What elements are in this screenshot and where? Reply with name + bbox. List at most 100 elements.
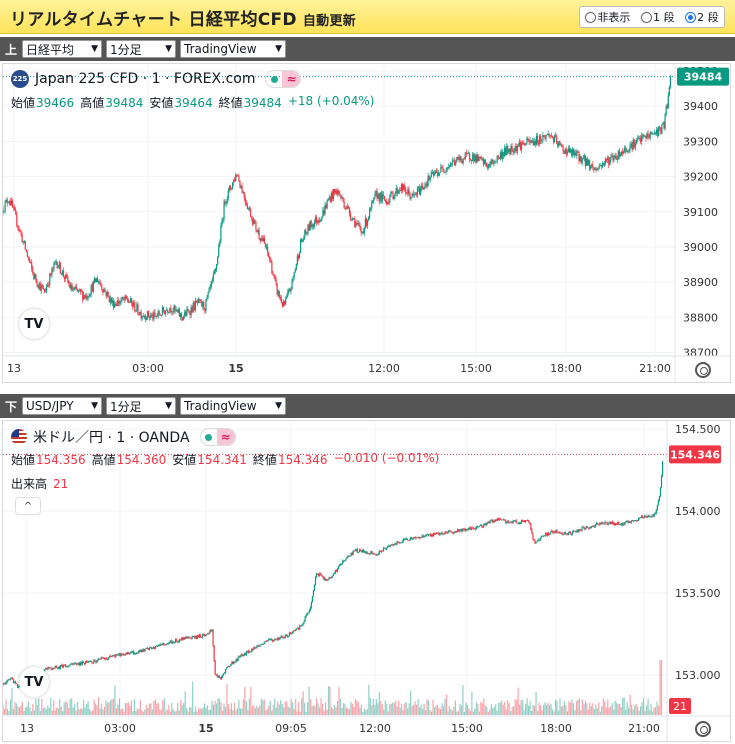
chart1-status-pill[interactable]: ≈	[265, 70, 302, 88]
tradingview-logo-icon[interactable]: TV	[19, 309, 49, 339]
volume-bar	[341, 707, 343, 715]
candle	[418, 187, 421, 195]
candle	[359, 225, 361, 229]
candle	[542, 535, 544, 537]
candle	[105, 658, 108, 660]
candle	[18, 686, 20, 688]
volume-bar	[293, 709, 295, 715]
volume-legend: 出来高 21	[11, 475, 68, 492]
chart1-symbol-select[interactable]: 日経平均 ▼	[22, 40, 102, 58]
x-tick-label: 15	[198, 722, 213, 735]
candle	[160, 315, 162, 316]
candle	[246, 650, 249, 652]
candle	[461, 160, 463, 164]
candle	[433, 533, 435, 537]
chart1-ohlc: 始値39466 高値39484 安値39464 終値39484 +18 (+0.…	[11, 94, 375, 111]
volume-bar	[650, 703, 652, 715]
volume-bar	[203, 703, 206, 715]
candle	[630, 143, 632, 146]
candle	[409, 193, 411, 199]
volume-bar	[625, 709, 627, 715]
candle	[400, 542, 402, 544]
candle	[484, 523, 486, 525]
candle	[576, 530, 578, 533]
candle	[489, 520, 491, 523]
volume-bar	[268, 705, 270, 715]
candle	[71, 663, 73, 665]
y-tick-label: 39100	[683, 206, 718, 219]
candle	[370, 551, 372, 554]
volume-bar	[232, 710, 234, 715]
candle	[487, 166, 489, 168]
mode-two-row-radio[interactable]: 2 段	[685, 9, 719, 25]
chart1-canvas[interactable]: 3870038800389003900039100392003930039400…	[3, 64, 731, 383]
candle	[636, 520, 639, 522]
volume-bar	[498, 702, 500, 715]
chart1-source-select[interactable]: TradingView ▼	[180, 40, 286, 58]
candle	[115, 303, 117, 305]
candle	[31, 262, 33, 269]
candle	[354, 218, 356, 227]
candle	[269, 639, 272, 640]
candle	[185, 311, 187, 316]
chart2-status-pill[interactable]: ≈	[199, 428, 236, 446]
candle	[152, 314, 154, 320]
candle	[585, 159, 588, 166]
chart1-panel[interactable]: 38700 38800 38900 39000 39100 39200 39300 39400…	[2, 63, 731, 383]
candle	[175, 309, 177, 311]
volume-bar	[118, 698, 121, 715]
candle	[3, 211, 5, 213]
candle	[63, 664, 65, 668]
mode-hidden-radio[interactable]: 非表示	[585, 9, 630, 25]
candle	[285, 634, 287, 636]
volume-bar	[448, 705, 451, 715]
chart2-interval-select[interactable]: 1分足 ▼	[106, 397, 176, 415]
chart1-interval-select[interactable]: 1分足 ▼	[106, 40, 176, 58]
candle	[404, 538, 407, 540]
candle	[210, 630, 212, 631]
chart1-settings-gear-icon[interactable]	[695, 362, 711, 378]
volume-bar	[644, 710, 646, 715]
candle	[79, 662, 81, 666]
chart2-source-select[interactable]: TradingView ▼	[180, 397, 286, 415]
candle	[572, 531, 574, 535]
panel-up-icon[interactable]: 上	[4, 42, 17, 57]
volume-bar	[77, 702, 79, 715]
x-tick-label: 03:00	[132, 362, 164, 375]
volume-bar	[62, 711, 64, 715]
volume-bar	[502, 704, 504, 715]
panel-down-icon[interactable]: 下	[4, 399, 17, 414]
collapse-legend-button[interactable]: ^	[15, 497, 41, 515]
chart2-symbol-select[interactable]: USD/JPY ▼	[22, 397, 102, 415]
volume-bar	[97, 697, 100, 715]
chart2-settings-gear-icon[interactable]	[695, 721, 711, 737]
candle	[499, 518, 502, 520]
volume-bar	[162, 700, 164, 715]
candle	[579, 529, 581, 531]
candle	[274, 638, 276, 640]
candle	[260, 643, 262, 646]
volume-bar	[504, 701, 506, 715]
candle	[512, 150, 514, 153]
tradingview-logo-icon[interactable]: TV	[19, 667, 49, 697]
candle	[25, 249, 27, 252]
candle	[238, 656, 240, 658]
candle	[456, 531, 458, 533]
candle	[367, 217, 370, 220]
candle	[606, 522, 608, 525]
candle	[186, 636, 188, 638]
volume-bar	[523, 710, 525, 715]
volume-bar	[390, 703, 392, 715]
chart2-panel[interactable]: 153.000 153.500 154.000 154.500 13 03:00 15 09:…	[2, 420, 731, 742]
chart2-legend: 米ドル／円 · 1 · OANDA ≈	[11, 427, 236, 447]
candle	[302, 239, 304, 242]
mode-one-row-radio[interactable]: 1 段	[640, 9, 674, 25]
volume-bar	[42, 708, 44, 715]
volume-bar	[432, 699, 434, 715]
candle	[416, 188, 419, 196]
candle	[424, 535, 426, 537]
candle	[542, 135, 544, 141]
candle	[439, 172, 441, 174]
candle	[629, 521, 631, 523]
